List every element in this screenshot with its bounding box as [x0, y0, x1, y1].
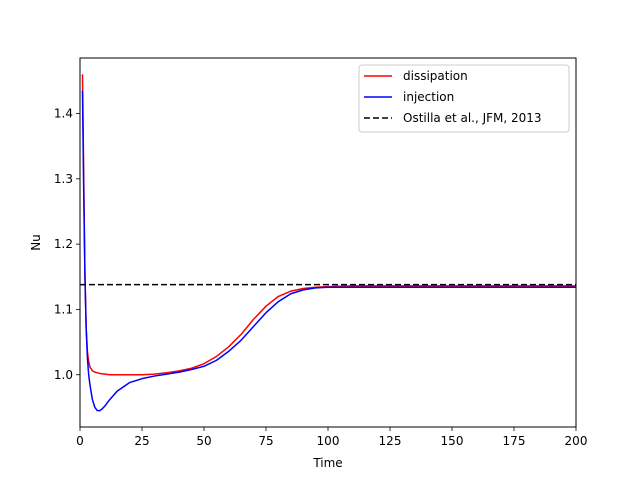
y-tick-label: 1.1: [54, 302, 73, 316]
x-axis: 0 25 50 75 100 125 150 175 200: [76, 427, 587, 448]
legend-box: [358, 64, 570, 133]
legend-label-0: dissipation: [403, 69, 468, 83]
x-tick-label: 25: [134, 434, 149, 448]
series-layer: [80, 74, 576, 412]
x-tick-label: 175: [503, 434, 526, 448]
x-tick-label: 0: [76, 434, 84, 448]
y-tick-label: 1.2: [54, 237, 73, 251]
legend-items: dissipation injection Ostilla et al., JFM,…: [364, 69, 542, 125]
legend-label-1: injection: [403, 90, 454, 104]
y-axis: 1.0 1.1 1.2 1.3 1.4: [54, 107, 80, 382]
series-line-1: [81, 90, 576, 412]
y-tick-label: 1.3: [54, 172, 73, 186]
x-axis-label: Time: [312, 456, 342, 470]
legend: dissipation injection Ostilla et al., JFM,…: [358, 64, 570, 133]
x-tick-label: 200: [565, 434, 588, 448]
y-tick-label: 1.0: [54, 368, 73, 382]
x-tick-label: 75: [258, 434, 273, 448]
x-tick-label: 150: [441, 434, 464, 448]
legend-label-2: Ostilla et al., JFM, 2013: [403, 111, 542, 125]
y-axis-label: Nu: [29, 234, 43, 251]
x-tick-label: 125: [379, 434, 402, 448]
x-tick-label: 50: [196, 434, 211, 448]
x-tick-label: 100: [317, 434, 340, 448]
y-tick-label: 1.4: [54, 107, 73, 121]
